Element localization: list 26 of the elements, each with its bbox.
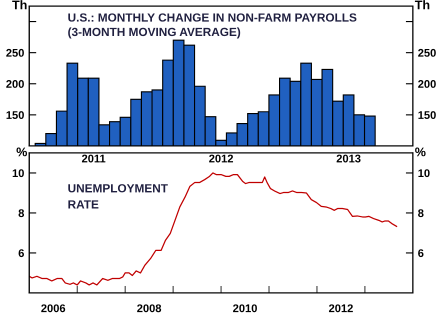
y2-tick-label: 250	[418, 48, 436, 57]
y2-tick-label: 8	[418, 209, 424, 218]
y2-tick-label: 200	[418, 80, 436, 88]
y2-tick-label: 6	[418, 249, 424, 258]
y-tick-label: 6	[18, 249, 24, 258]
x-tick-label: 2006	[41, 304, 66, 312]
line-series	[29, 172, 398, 286]
y-tick-label: 200	[6, 80, 24, 88]
y-tick-label: 10	[12, 169, 24, 178]
text: U.S.: MONTHLY CHANGE IN NON-FARM PAYROLLS (3-MONTH MOVING AVERAGE)	[68, 13, 356, 38]
x-tick-label: 2010	[233, 304, 257, 312]
text: UNEMPLOYMENT RATE	[68, 184, 168, 208]
y2-axis-title: %	[415, 148, 426, 156]
y2-tick-label: 150	[418, 111, 436, 119]
y2-axis-title: Th	[414, 0, 430, 10]
y2-tick-label: 10	[418, 169, 430, 178]
x-tick-label: 2012	[328, 304, 353, 312]
y-axis-title: %	[16, 148, 27, 156]
y-axis-title: Th	[12, 0, 27, 10]
y-tick-label: 250	[6, 48, 24, 57]
x-tick-label: 2011	[82, 154, 106, 162]
y-tick-label: 8	[18, 209, 24, 218]
y-tick-label: 150	[6, 111, 24, 119]
x-tick-label: 2008	[137, 304, 162, 312]
x-tick-label: 2012	[209, 154, 234, 162]
x-tick-label: 2013	[336, 154, 361, 162]
